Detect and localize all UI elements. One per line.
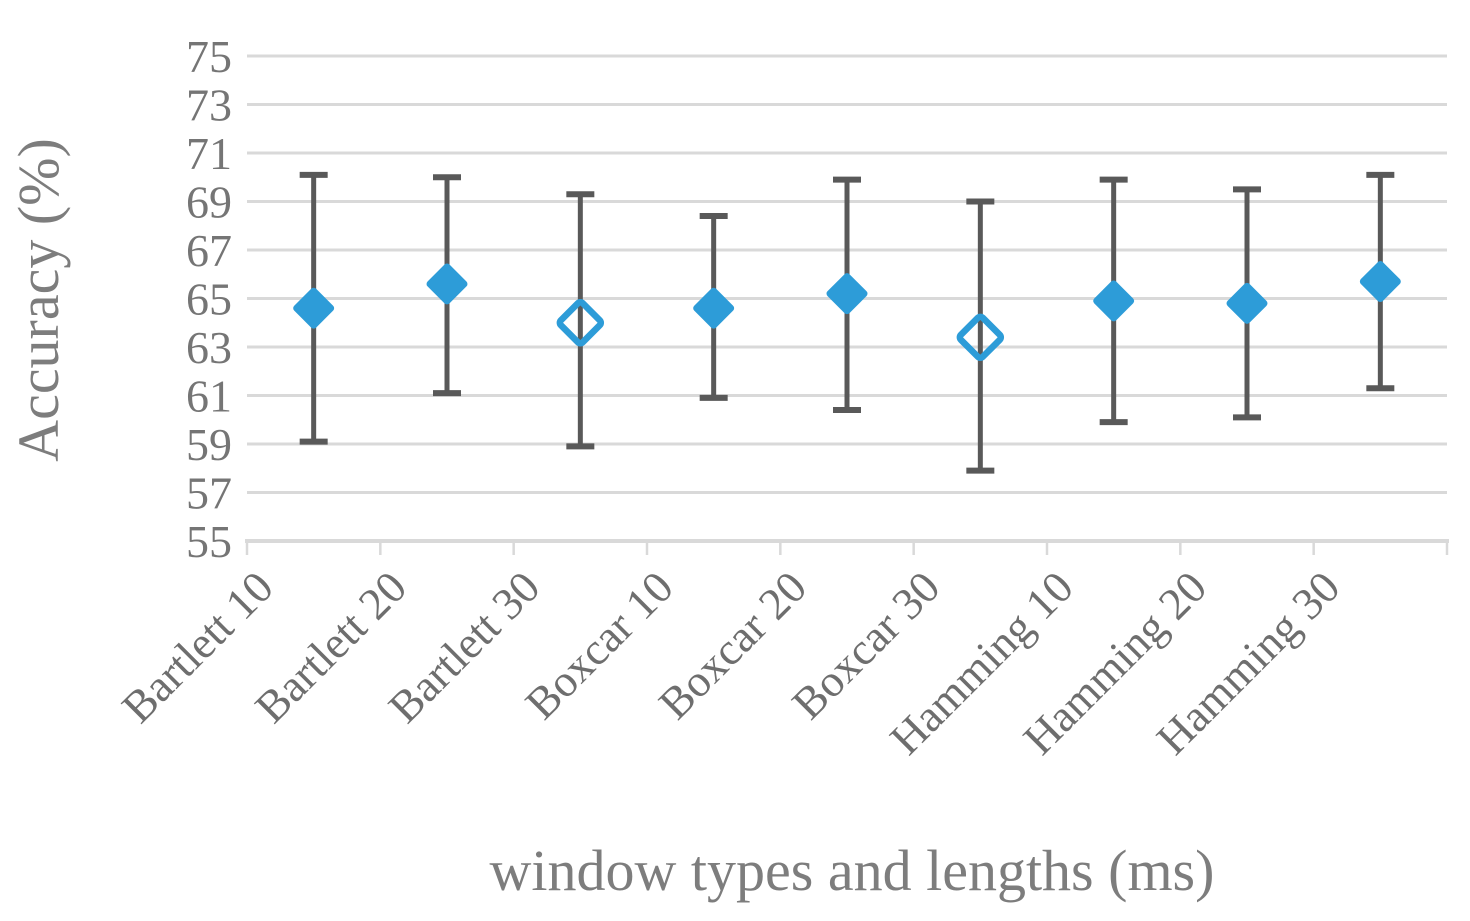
data-point-diamond [426,263,468,305]
data-point-diamond [693,287,735,329]
data-point-diamond [293,287,335,329]
data-point-diamond [1226,282,1268,324]
y-tick-label: 57 [186,468,232,519]
y-tick-label: 71 [186,128,232,179]
x-axis-title: window types and lengths (ms) [490,838,1215,903]
y-tick-label: 69 [186,177,232,228]
data-point-diamond [826,273,868,315]
y-tick-label: 73 [186,80,232,131]
y-tick-label: 75 [186,31,232,82]
y-tick-label: 67 [186,225,232,276]
x-category-label: Boxcar 20 [649,562,816,729]
data-point-diamond [1093,280,1135,322]
data-point-diamond [956,313,1005,362]
y-tick-label: 59 [186,419,232,470]
data-point-diamond [1359,261,1401,302]
y-axis-title: Accuracy (%) [6,138,71,462]
x-category-label: Boxcar 10 [516,562,683,729]
data-point-diamond [556,299,605,347]
y-tick-label: 55 [186,516,232,567]
y-tick-label: 65 [186,274,232,325]
y-tick-label: 61 [186,371,232,422]
y-tick-label: 63 [186,322,232,373]
